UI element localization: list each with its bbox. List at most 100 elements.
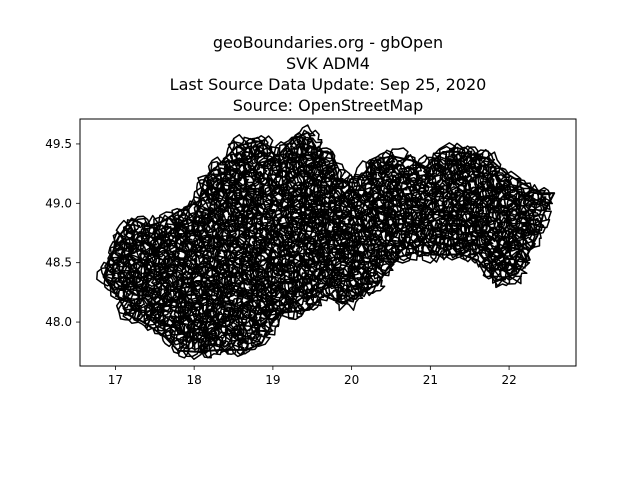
adm4-unit-boundary (404, 210, 421, 227)
x-tick-label: 20 (344, 373, 359, 387)
adm4-unit-boundary (492, 167, 509, 182)
title-line-4: Source: OpenStreetMap (233, 96, 424, 115)
adm4-unit-boundary (281, 303, 297, 319)
adm4-unit-boundary (154, 281, 178, 301)
adm4-unit-boundary (212, 258, 226, 275)
adm4-unit-boundary (268, 275, 285, 294)
adm4-unit-boundary (129, 217, 148, 234)
adm4-unit-boundary (198, 303, 216, 321)
adm4-unit-boundary (202, 206, 217, 223)
x-tick-label: 17 (108, 373, 123, 387)
adm4-unit-boundary (184, 281, 207, 303)
title-line-3: Last Source Data Update: Sep 25, 2020 (170, 75, 487, 94)
adm4-unit-boundary (454, 174, 472, 192)
adm4-unit-boundary (302, 198, 323, 219)
adm4-unit-boundary (301, 192, 317, 212)
adm4-unit-boundary (114, 237, 136, 257)
adm4-unit-boundary (388, 147, 409, 167)
adm4-unit-boundary (504, 256, 520, 275)
y-axis: 48.0 48.5 49.0 49.5 (45, 137, 80, 329)
adm4-unit-boundary (152, 231, 169, 247)
adm4-unit-boundary (251, 265, 267, 286)
adm4-unit-boundary (165, 238, 187, 262)
adm4-unit-boundary (523, 229, 542, 249)
adm4-unit-boundary (374, 259, 394, 277)
svk-adm4-boundaries (96, 124, 556, 360)
adm4-unit-boundary (351, 200, 366, 214)
adm4-unit-boundary (334, 168, 351, 190)
x-tick-label: 22 (501, 373, 516, 387)
adm4-unit-boundary (253, 161, 266, 179)
adm4-unit-boundary (515, 179, 531, 198)
adm4-unit-boundary (537, 186, 552, 204)
y-tick-label: 48.5 (45, 256, 72, 270)
adm4-unit-boundary (444, 168, 465, 185)
adm4-unit-boundary (431, 222, 450, 238)
adm4-unit-boundary (231, 297, 246, 313)
adm4-unit-boundary (320, 263, 338, 279)
adm4-unit-boundary (239, 271, 255, 286)
adm4-unit-boundary (228, 307, 242, 322)
adm4-unit-boundary (387, 198, 409, 218)
adm4-unit-boundary (482, 219, 494, 235)
adm4-unit-boundary (497, 225, 512, 242)
adm4-unit-boundary (467, 218, 485, 233)
adm4-unit-boundary (529, 217, 545, 233)
x-tick-label: 18 (187, 373, 202, 387)
adm4-unit-boundary (221, 179, 244, 202)
adm4-unit-boundary (128, 244, 147, 262)
adm4-unit-boundary (250, 193, 266, 206)
adm4-unit-boundary (187, 280, 204, 292)
map-title: geoBoundaries.org - gbOpen SVK ADM4 Last… (170, 33, 487, 115)
adm4-unit-boundary (530, 192, 547, 205)
title-line-2: SVK ADM4 (286, 54, 370, 73)
adm4-unit-boundary (120, 254, 143, 273)
plot-frame (79, 118, 577, 367)
adm4-unit-boundary (265, 169, 283, 187)
adm4-unit-boundary (438, 179, 452, 194)
adm4-unit-boundary (441, 223, 460, 240)
adm4-unit-boundary (332, 180, 352, 205)
adm4-unit-boundary (271, 216, 282, 229)
x-axis: 17 18 19 20 21 22 (108, 366, 517, 387)
adm4-unit-boundary (232, 207, 246, 226)
adm4-unit-boundary (224, 321, 240, 336)
adm4-unit-boundary (212, 299, 238, 323)
y-tick-label: 49.0 (45, 196, 72, 210)
adm4-unit-boundary (271, 179, 283, 195)
adm4-unit-boundary (278, 194, 293, 209)
adm4-unit-boundary (444, 146, 460, 161)
adm4-unit-boundary (514, 249, 530, 264)
adm4-unit-boundary (271, 299, 286, 314)
adm4-unit-boundary (332, 220, 349, 233)
adm4-unit-boundary (225, 164, 238, 180)
adm4-unit-boundary (472, 198, 488, 219)
adm4-unit-boundary (242, 160, 257, 174)
adm4-unit-boundary (236, 289, 253, 309)
adm4-unit-boundary (460, 246, 472, 261)
adm4-unit-boundary (418, 207, 436, 221)
adm4-unit-boundary (502, 245, 522, 267)
x-tick-label: 19 (265, 373, 280, 387)
x-tick-label: 21 (423, 373, 438, 387)
adm4-unit-boundary (247, 157, 262, 172)
adm4-unit-boundary (361, 266, 380, 286)
y-tick-label: 48.0 (45, 315, 72, 329)
adm4-unit-boundary (124, 255, 138, 269)
adm4-unit-boundary (436, 155, 457, 181)
adm4-unit-boundary (527, 189, 544, 202)
adm4-unit-boundary (445, 181, 461, 197)
adm4-unit-boundary (157, 309, 176, 328)
adm4-unit-boundary (329, 198, 341, 213)
adm4-unit-boundary (489, 172, 509, 192)
adm4-unit-boundary (179, 305, 193, 318)
adm4-unit-boundary (380, 244, 400, 260)
adm4-unit-boundary (492, 221, 508, 241)
country-border (102, 131, 556, 353)
adm4-unit-boundary (522, 230, 536, 244)
adm4-unit-boundary (255, 194, 274, 217)
adm4-unit-boundary (215, 171, 230, 186)
adm4-unit-boundary (541, 197, 554, 211)
adm4-unit-boundary (258, 323, 274, 339)
